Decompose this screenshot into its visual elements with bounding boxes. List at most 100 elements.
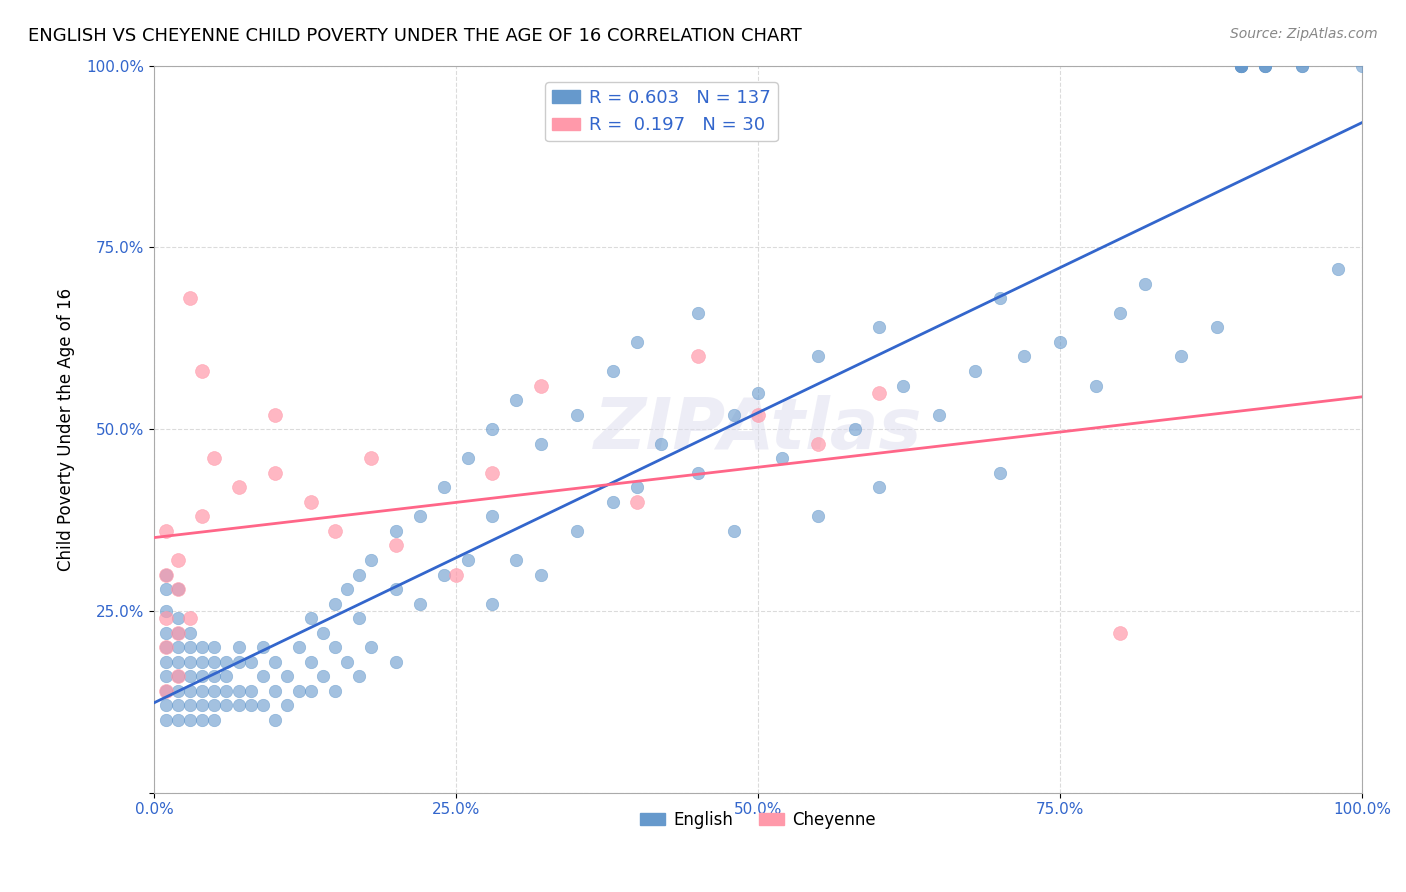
Point [202, 655, 225, 669]
Point [565, 524, 588, 538]
Point [433, 567, 456, 582]
Point [602, 495, 624, 509]
Point [1291, 59, 1313, 73]
Point [1206, 320, 1229, 334]
Point [167, 582, 190, 596]
Point [868, 320, 890, 334]
Point [481, 422, 503, 436]
Point [1230, 59, 1253, 73]
Point [263, 713, 285, 727]
Point [565, 408, 588, 422]
Point [263, 655, 285, 669]
Point [457, 553, 479, 567]
Point [481, 466, 503, 480]
Point [384, 524, 406, 538]
Point [167, 684, 190, 698]
Point [1049, 334, 1071, 349]
Point [360, 553, 382, 567]
Point [167, 698, 190, 713]
Point [650, 436, 672, 450]
Point [202, 640, 225, 655]
Point [252, 640, 274, 655]
Point [336, 655, 359, 669]
Point [167, 625, 190, 640]
Point [1109, 625, 1132, 640]
Text: ENGLISH VS CHEYENNE CHILD POVERTY UNDER THE AGE OF 16 CORRELATION CHART: ENGLISH VS CHEYENNE CHILD POVERTY UNDER … [28, 27, 801, 45]
Point [686, 350, 709, 364]
Point [276, 698, 298, 713]
Point [965, 364, 987, 378]
Point [409, 597, 432, 611]
Point [505, 553, 527, 567]
Point [167, 640, 190, 655]
Point [228, 640, 250, 655]
Point [626, 480, 648, 494]
Point [529, 378, 551, 392]
Point [433, 480, 456, 494]
Point [457, 451, 479, 466]
Point [191, 364, 214, 378]
Point [323, 684, 346, 698]
Point [626, 495, 648, 509]
Point [155, 698, 177, 713]
Point [1291, 59, 1313, 73]
Point [686, 466, 709, 480]
Point [239, 698, 262, 713]
Point [1327, 262, 1350, 277]
Point [349, 567, 371, 582]
Point [263, 466, 285, 480]
Point [602, 364, 624, 378]
Point [276, 669, 298, 683]
Point [155, 604, 177, 618]
Point [167, 553, 190, 567]
Point [202, 698, 225, 713]
Point [1230, 59, 1253, 73]
Text: ZIPAtlas: ZIPAtlas [593, 394, 922, 464]
Point [252, 698, 274, 713]
Point [191, 640, 214, 655]
Point [179, 669, 201, 683]
Point [155, 567, 177, 582]
Point [155, 524, 177, 538]
Point [239, 655, 262, 669]
Point [179, 713, 201, 727]
Point [686, 306, 709, 320]
Point [155, 655, 177, 669]
Point [336, 582, 359, 596]
Point [228, 698, 250, 713]
Point [167, 669, 190, 683]
Point [191, 713, 214, 727]
Point [155, 567, 177, 582]
Point [988, 466, 1011, 480]
Point [988, 291, 1011, 305]
Point [167, 713, 190, 727]
Y-axis label: Child Poverty Under the Age of 16: Child Poverty Under the Age of 16 [58, 287, 75, 571]
Point [239, 684, 262, 698]
Point [155, 713, 177, 727]
Point [299, 611, 322, 625]
Point [299, 495, 322, 509]
Point [1230, 59, 1253, 73]
Point [215, 669, 238, 683]
Point [155, 684, 177, 698]
Point [263, 408, 285, 422]
Point [444, 567, 467, 582]
Point [1230, 59, 1253, 73]
Point [228, 655, 250, 669]
Point [155, 640, 177, 655]
Point [191, 509, 214, 524]
Point [215, 698, 238, 713]
Point [349, 669, 371, 683]
Point [202, 713, 225, 727]
Point [1133, 277, 1156, 291]
Point [1351, 59, 1374, 73]
Point [323, 524, 346, 538]
Point [263, 684, 285, 698]
Point [384, 655, 406, 669]
Point [228, 684, 250, 698]
Point [323, 640, 346, 655]
Point [155, 582, 177, 596]
Point [1012, 350, 1035, 364]
Point [1109, 306, 1132, 320]
Point [323, 597, 346, 611]
